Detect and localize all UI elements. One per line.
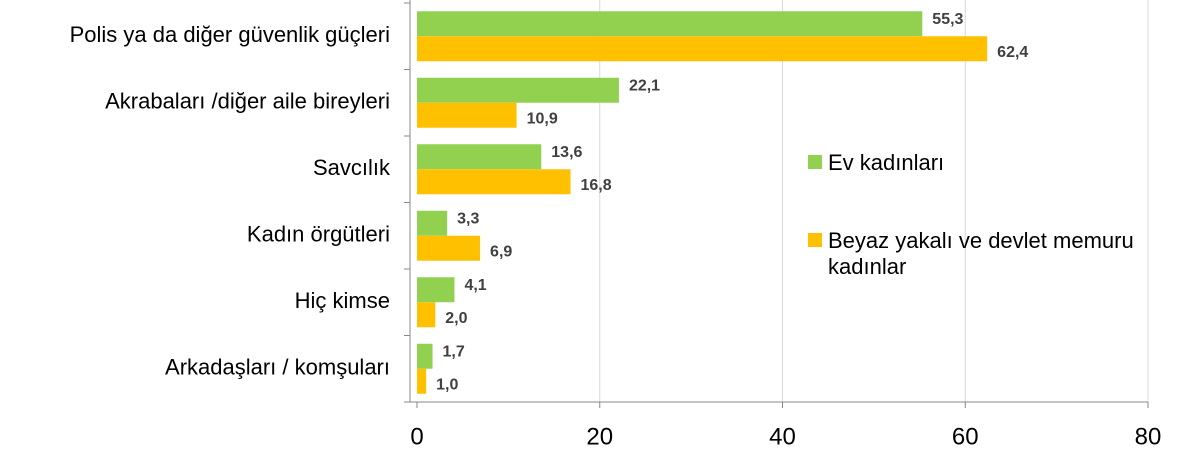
legend-item: Ev kadınları xyxy=(808,150,1178,176)
value-label: 62,4 xyxy=(997,44,1028,61)
bar xyxy=(417,302,436,328)
bar xyxy=(417,102,517,128)
x-tick-label: 0 xyxy=(410,423,423,450)
bar xyxy=(417,343,433,369)
bar xyxy=(417,11,923,37)
bar xyxy=(417,210,448,236)
x-tick-label: 80 xyxy=(1135,423,1162,450)
bar xyxy=(417,77,619,103)
value-label: 55,3 xyxy=(932,11,963,28)
value-label: 4,1 xyxy=(464,277,486,294)
bar xyxy=(417,169,571,195)
bar xyxy=(417,277,455,303)
x-tick-label: 40 xyxy=(769,423,796,450)
value-label: 6,9 xyxy=(490,243,512,260)
legend-item: Beyaz yakalı ve devlet memuru kadınlar xyxy=(808,228,1178,280)
bar xyxy=(417,36,988,62)
bar xyxy=(417,144,542,170)
value-label: 1,0 xyxy=(436,376,458,393)
category-label: Savcılık xyxy=(313,155,391,180)
legend-label: Beyaz yakalı ve devlet memuru kadınlar xyxy=(828,228,1134,279)
value-label: 2,0 xyxy=(445,310,467,327)
value-label: 1,7 xyxy=(443,343,465,360)
value-label: 16,8 xyxy=(581,177,612,194)
x-tick-label: 20 xyxy=(586,423,613,450)
category-label: Kadın örgütleri xyxy=(247,222,390,247)
bar xyxy=(417,368,427,394)
legend-swatch xyxy=(808,155,822,169)
value-label: 13,6 xyxy=(551,144,582,161)
x-tick-label: 60 xyxy=(952,423,979,450)
category-label: Polis ya da diğer güvenlik güçleri xyxy=(70,22,390,47)
category-label: Arkadaşları / komşuları xyxy=(165,355,390,380)
value-label: 10,9 xyxy=(527,110,558,127)
value-label: 3,3 xyxy=(457,210,479,227)
legend-label: Ev kadınları xyxy=(828,150,945,175)
category-label: Hiç kimse xyxy=(295,288,390,313)
legend-swatch xyxy=(808,233,822,247)
value-label: 22,1 xyxy=(629,77,660,94)
bar xyxy=(417,235,481,261)
category-label: Akrabaları /diğer aile bireyleri xyxy=(105,89,390,114)
